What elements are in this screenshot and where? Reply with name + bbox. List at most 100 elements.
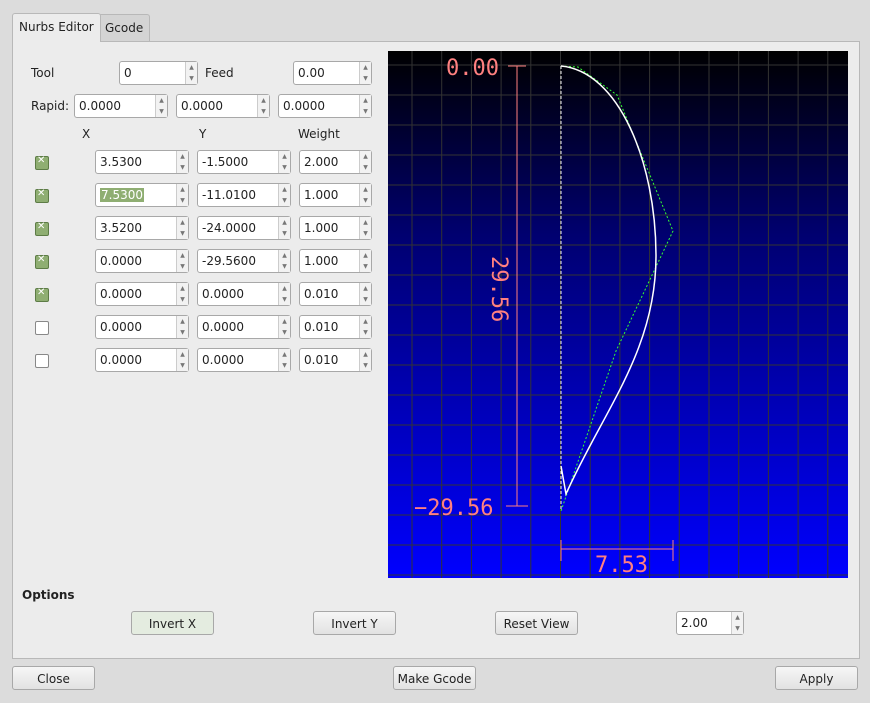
reset-view-button[interactable]: Reset View [495, 611, 578, 635]
spin-arrows-icon[interactable]: ▲ ▼ [176, 283, 188, 305]
spin-arrows-icon[interactable]: ▲ ▼ [185, 62, 197, 84]
row-enable-checkbox[interactable] [35, 321, 49, 335]
spin-arrows-icon[interactable]: ▲ ▼ [359, 184, 371, 206]
spin-arrows-icon[interactable]: ▲ ▼ [731, 612, 743, 634]
spin-arrows-icon[interactable]: ▲ ▼ [278, 250, 290, 272]
point-weight-value: 1.000 [304, 254, 339, 268]
row-enable-checkbox[interactable] [35, 221, 49, 236]
spin-arrows-icon[interactable]: ▲ ▼ [278, 217, 290, 239]
point-y-value: -24.0000 [202, 221, 256, 235]
options-title: Options [22, 588, 75, 602]
rapid-x-spinbox[interactable]: 0.0000 ▲ ▼ [74, 94, 168, 118]
close-button[interactable]: Close [12, 666, 95, 690]
point-weight-spinbox[interactable]: 0.010 ▲ ▼ [299, 282, 372, 306]
point-y-value: 0.0000 [202, 320, 244, 334]
point-x-value: 0.0000 [100, 353, 142, 367]
point-y-value: 0.0000 [202, 353, 244, 367]
scale-value: 2.00 [681, 616, 708, 630]
spin-arrows-icon[interactable]: ▲ ▼ [155, 95, 167, 117]
point-x-spinbox[interactable]: 0.0000 ▲ ▼ [95, 348, 189, 372]
spin-arrows-icon[interactable]: ▲ ▼ [278, 151, 290, 173]
spin-arrows-icon[interactable]: ▲ ▼ [359, 151, 371, 173]
point-y-value: 0.0000 [202, 287, 244, 301]
column-weight-header: Weight [298, 127, 340, 141]
point-x-value: 0.0000 [100, 320, 142, 334]
point-y-spinbox[interactable]: 0.0000 ▲ ▼ [197, 315, 291, 339]
row-enable-checkbox[interactable] [35, 188, 49, 203]
spin-arrows-icon[interactable]: ▲ ▼ [278, 283, 290, 305]
point-y-spinbox[interactable]: -1.5000 ▲ ▼ [197, 150, 291, 174]
row-enable-checkbox[interactable] [35, 254, 49, 269]
point-x-spinbox[interactable]: 0.0000 ▲ ▼ [95, 249, 189, 273]
point-x-spinbox[interactable]: 0.0000 ▲ ▼ [95, 282, 189, 306]
point-y-spinbox[interactable]: -24.0000 ▲ ▼ [197, 216, 291, 240]
spin-arrows-icon[interactable]: ▲ ▼ [359, 349, 371, 371]
spin-arrows-icon[interactable]: ▲ ▼ [176, 184, 188, 206]
spin-arrows-icon[interactable]: ▲ ▼ [278, 316, 290, 338]
point-x-spinbox[interactable]: 3.5200 ▲ ▼ [95, 216, 189, 240]
point-x-value: 3.5200 [100, 221, 142, 235]
tool-spinbox[interactable]: 0 ▲ ▼ [119, 61, 198, 85]
spin-arrows-icon[interactable]: ▲ ▼ [176, 349, 188, 371]
row-enable-checkbox[interactable] [35, 354, 49, 368]
scale-spinbox[interactable]: 2.00 ▲ ▼ [676, 611, 744, 635]
spin-arrows-icon[interactable]: ▲ ▼ [359, 62, 371, 84]
point-y-spinbox[interactable]: 0.0000 ▲ ▼ [197, 282, 291, 306]
point-weight-spinbox[interactable]: 1.000 ▲ ▼ [299, 249, 372, 273]
rapid-y-value: 0.0000 [181, 99, 223, 113]
column-x-header: X [82, 127, 91, 141]
point-x-value: 7.5300 [100, 188, 144, 202]
tool-value: 0 [124, 66, 132, 80]
row-enable-checkbox[interactable] [35, 155, 49, 170]
point-weight-value: 2.000 [304, 155, 339, 169]
spin-arrows-icon[interactable]: ▲ ▼ [278, 349, 290, 371]
tab-gcode[interactable]: Gcode [98, 14, 151, 41]
top-dimension-label: 0.00 [446, 56, 499, 81]
point-weight-spinbox[interactable]: 0.010 ▲ ▼ [299, 348, 372, 372]
feed-value: 0.00 [298, 66, 325, 80]
point-x-spinbox[interactable]: 7.5300 ▲ ▼ [95, 183, 189, 207]
point-weight-value: 1.000 [304, 188, 339, 202]
spin-arrows-icon[interactable]: ▲ ▼ [176, 217, 188, 239]
point-x-spinbox[interactable]: 0.0000 ▲ ▼ [95, 315, 189, 339]
point-weight-value: 0.010 [304, 287, 339, 301]
rapid-z-spinbox[interactable]: 0.0000 ▲ ▼ [278, 94, 372, 118]
point-x-spinbox[interactable]: 3.5300 ▲ ▼ [95, 150, 189, 174]
point-y-spinbox[interactable]: 0.0000 ▲ ▼ [197, 348, 291, 372]
spin-arrows-icon[interactable]: ▲ ▼ [359, 283, 371, 305]
apply-button[interactable]: Apply [775, 666, 858, 690]
invert-y-button[interactable]: Invert Y [313, 611, 396, 635]
spin-arrows-icon[interactable]: ▲ ▼ [359, 316, 371, 338]
point-weight-value: 0.010 [304, 353, 339, 367]
spin-arrows-icon[interactable]: ▲ ▼ [359, 217, 371, 239]
invert-x-button[interactable]: Invert X [131, 611, 214, 635]
nurbs-preview-canvas[interactable]: 0.00 −29.56 29.56 7.53 [388, 51, 848, 578]
point-weight-spinbox[interactable]: 0.010 ▲ ▼ [299, 315, 372, 339]
point-y-spinbox[interactable]: -29.5600 ▲ ▼ [197, 249, 291, 273]
preview-background [388, 51, 848, 578]
spin-arrows-icon[interactable]: ▲ ▼ [176, 316, 188, 338]
spin-arrows-icon[interactable]: ▲ ▼ [176, 250, 188, 272]
rapid-z-value: 0.0000 [283, 99, 325, 113]
control-polygon [560, 65, 674, 512]
tab-nurbs-editor[interactable]: Nurbs Editor [12, 13, 101, 42]
point-x-value: 0.0000 [100, 254, 142, 268]
height-dimension-label: 29.56 [486, 256, 511, 322]
spin-arrows-icon[interactable]: ▲ ▼ [359, 250, 371, 272]
spin-arrows-icon[interactable]: ▲ ▼ [257, 95, 269, 117]
point-weight-spinbox[interactable]: 1.000 ▲ ▼ [299, 216, 372, 240]
feed-spinbox[interactable]: 0.00 ▲ ▼ [293, 61, 372, 85]
spin-arrows-icon[interactable]: ▲ ▼ [359, 95, 371, 117]
rapid-label: Rapid: [31, 99, 70, 113]
width-dimension-label: 7.53 [595, 553, 648, 578]
spin-arrows-icon[interactable]: ▲ ▼ [278, 184, 290, 206]
row-enable-checkbox[interactable] [35, 287, 49, 302]
point-y-value: -1.5000 [202, 155, 249, 169]
rapid-y-spinbox[interactable]: 0.0000 ▲ ▼ [176, 94, 270, 118]
point-y-value: -11.0100 [202, 188, 256, 202]
point-weight-spinbox[interactable]: 1.000 ▲ ▼ [299, 183, 372, 207]
spin-arrows-icon[interactable]: ▲ ▼ [176, 151, 188, 173]
make-gcode-button[interactable]: Make Gcode [393, 666, 476, 690]
point-weight-spinbox[interactable]: 2.000 ▲ ▼ [299, 150, 372, 174]
point-y-spinbox[interactable]: -11.0100 ▲ ▼ [197, 183, 291, 207]
